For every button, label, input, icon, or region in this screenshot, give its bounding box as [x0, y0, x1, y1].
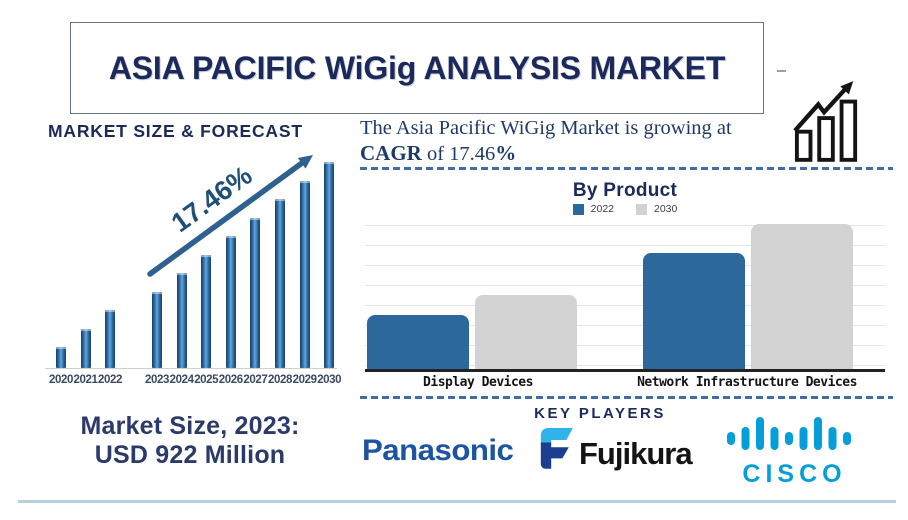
category-label-display-devices: Display Devices — [423, 375, 533, 390]
dashed-divider-bottom — [360, 396, 893, 399]
forecast-bar-2020 — [56, 347, 66, 368]
byproduct-bar-2030 — [475, 295, 577, 369]
forecast-bar-2022 — [105, 310, 115, 368]
byproduct-legend: 2022 2030 — [365, 203, 885, 215]
forecast-year-label: 2023 — [145, 374, 169, 386]
forecast-bar-2029 — [299, 180, 310, 368]
growth-sentence-line2: CAGR of 17.46% — [360, 141, 820, 167]
cisco-wordmark: CISCO — [742, 460, 847, 488]
cagr-label: CAGR — [360, 141, 422, 165]
legend-label-2030: 2030 — [654, 203, 678, 215]
forecast-year-label: 2030 — [317, 374, 342, 386]
forecast-year-label: 2027 — [243, 374, 268, 386]
forecast-chart-title: MARKET SIZE & FORECAST — [48, 121, 303, 141]
percent-sign: % — [495, 141, 517, 165]
forecast-bar-2021 — [80, 328, 91, 368]
title-box: ASIA PACIFIC WiGig ANALYSIS MARKET — [70, 22, 764, 114]
category-label-network-devices: Network Infrastructure Devices — [637, 375, 857, 390]
forecast-year-label: 2020 — [49, 374, 73, 386]
gridline — [365, 285, 885, 286]
cisco-bridge-icon — [727, 417, 851, 450]
byproduct-bar-2030 — [751, 224, 853, 369]
forecast-year-label: 2028 — [268, 374, 292, 386]
legend-swatch-2030 — [636, 203, 647, 215]
market-size-line2: USD 922 Million — [94, 441, 286, 469]
forecast-bar-2026 — [225, 236, 236, 368]
panasonic-logo: Panasonic — [362, 434, 514, 467]
forecast-year-label: 2024 — [169, 374, 194, 386]
forecast-bar-2024 — [176, 273, 187, 368]
page-title: ASIA PACIFIC WiGig ANALYSIS MARKET — [108, 49, 726, 86]
forecast-years: 2020 2021 2022 2023 2024 2025 2026 2027 2028 2029… — [45, 150, 342, 390]
forecast-year-label: 2026 — [218, 374, 243, 386]
forecast-bar-2027 — [250, 217, 261, 368]
forecast-plot — [45, 150, 337, 369]
gridline — [365, 245, 885, 246]
byproduct-plot — [365, 224, 885, 372]
forecast-bar-2028 — [275, 199, 285, 368]
growth-sentence-line1: The Asia Pacific WiGig Market is growing… — [360, 117, 732, 139]
gridline — [365, 345, 885, 346]
gridline — [365, 265, 885, 266]
gridline — [365, 305, 885, 306]
forecast-year-label: 2025 — [194, 374, 219, 386]
legend-label-2022: 2022 — [590, 203, 614, 215]
gridline — [365, 225, 885, 226]
key-players-title: KEY PLAYERS — [534, 405, 666, 422]
gridline — [365, 325, 885, 326]
cisco-logo: CISCO — [724, 416, 860, 489]
legend-item-2030: 2030 — [636, 203, 677, 215]
forecast-bar-2030 — [324, 162, 335, 368]
growth-sentence: The Asia Pacific WiGig Market is growing… — [360, 116, 820, 167]
dash-mark — [777, 70, 786, 72]
fujikura-logo: Fujikura — [536, 424, 693, 472]
forecast-year-label: 2022 — [98, 374, 122, 386]
market-size-callout: Market Size, 2023: USD 922 Million — [40, 412, 340, 470]
byproduct-bar-2022 — [643, 253, 745, 369]
byproduct-bar-2022 — [367, 315, 469, 369]
forecast-chart: 2020 2021 2022 2023 2024 2025 2026 2027 2028 2029… — [45, 150, 342, 390]
forecast-bar-2023 — [152, 291, 162, 368]
market-size-line1: Market Size, 2023: — [80, 412, 300, 440]
forecast-bar-2025 — [201, 254, 212, 368]
forecast-year-label: 2029 — [292, 374, 317, 386]
legend-swatch-2022 — [572, 203, 584, 215]
trend-arrow-icon — [147, 155, 313, 277]
gridline — [365, 365, 885, 366]
byproduct-chart-title: By Product — [572, 180, 678, 201]
bottom-divider — [18, 500, 896, 503]
forecast-year-label: 2021 — [73, 374, 98, 386]
legend-item-2022: 2022 — [572, 203, 614, 215]
dashed-divider-top — [360, 167, 893, 170]
fujikura-flag-icon — [540, 428, 573, 469]
growth-chart-icon — [793, 81, 858, 162]
fujikura-wordmark: Fujikura — [579, 436, 693, 471]
cagr-value: of 17.46 — [421, 143, 496, 165]
